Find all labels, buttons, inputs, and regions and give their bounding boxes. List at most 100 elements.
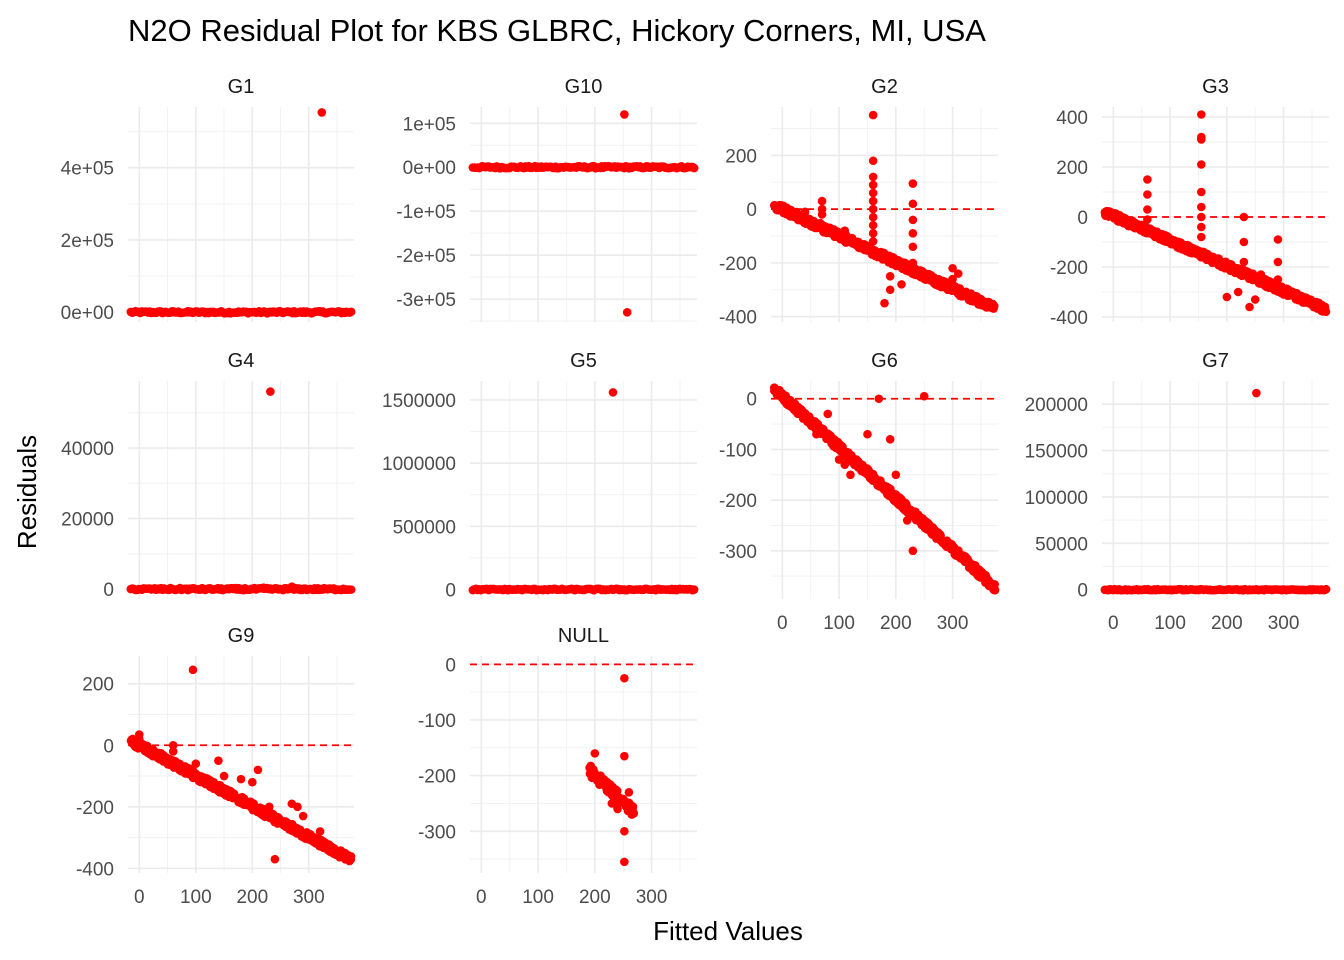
data-point [868, 172, 878, 182]
y-tick-label: -2e+05 [396, 246, 456, 267]
data-point [891, 470, 901, 480]
y-axis-label: Residuals [12, 435, 42, 549]
data-point [298, 811, 308, 821]
y-tick-label: 2e+05 [61, 231, 114, 252]
data-point [302, 828, 312, 837]
data-point [1197, 135, 1206, 144]
y-tick-label: 200 [725, 146, 757, 167]
data-point [1235, 270, 1245, 280]
data-point [868, 204, 878, 214]
data-point [817, 210, 827, 219]
y-tick-label: -200 [76, 798, 114, 819]
data-point [1143, 205, 1152, 214]
data-point [829, 225, 839, 234]
y-tick-label: 200000 [1025, 395, 1088, 416]
x-axis-label: Fitted Values [653, 916, 803, 946]
y-tick-label: -300 [418, 822, 456, 843]
y-tick-label: -400 [76, 859, 114, 880]
data-points [769, 110, 999, 313]
data-point [902, 516, 912, 525]
facet-panel-null: NULL -300 -200 -100 0 0 100 200 300 [418, 625, 697, 908]
data-point [851, 239, 861, 249]
data-points [126, 108, 356, 318]
data-point [948, 274, 957, 284]
y-tick-label: 500000 [393, 517, 456, 538]
y-tick-label: 200 [82, 675, 114, 696]
data-point [323, 843, 332, 853]
data-points [769, 383, 1000, 595]
x-tick-label: 200 [880, 613, 912, 634]
data-point [889, 253, 899, 263]
data-point [604, 786, 614, 796]
y-tick-label: -300 [719, 542, 757, 563]
data-point [248, 777, 257, 787]
data-point [865, 245, 875, 254]
x-tick-label: 0 [134, 887, 145, 908]
data-point [1197, 222, 1206, 232]
data-point [219, 771, 229, 781]
data-point [848, 457, 857, 467]
data-point [620, 110, 629, 119]
data-point [596, 771, 605, 780]
data-point [149, 746, 159, 756]
y-tick-label: 0 [445, 655, 456, 676]
y-tick-label: -200 [418, 767, 456, 788]
data-point [840, 226, 850, 235]
data-point [868, 156, 878, 166]
data-point [798, 414, 808, 423]
data-point [985, 299, 994, 309]
data-point [315, 827, 325, 836]
data-point [846, 470, 855, 480]
data-point [948, 263, 957, 273]
data-point [1102, 206, 1111, 216]
y-tick-label: 0 [746, 390, 757, 411]
data-points [468, 388, 699, 595]
data-point [1269, 284, 1279, 294]
x-tick-label: 100 [823, 613, 855, 634]
data-point [605, 780, 615, 789]
y-tick-label: 0 [103, 580, 114, 601]
facet-panel-g9: G9 -400 -200 0 200 0 100 200 300 [76, 625, 356, 908]
data-point [885, 285, 895, 295]
data-point [835, 445, 845, 455]
data-point [974, 567, 984, 577]
data-point [874, 394, 884, 404]
facet-panel-g2: G2 -400 -200 0 200 [719, 76, 999, 329]
data-point [264, 802, 274, 812]
data-point [840, 237, 850, 247]
facet-panel-g4: G4 0 20000 40000 [61, 350, 356, 601]
panel-grid [128, 107, 354, 322]
data-point [1224, 262, 1234, 271]
panel-grid [470, 656, 697, 873]
data-point [925, 274, 935, 284]
y-tick-label: -100 [719, 440, 757, 461]
facet-panel-g3: G3 -400 -200 0 200 400 [1050, 76, 1331, 329]
data-point [1143, 190, 1152, 199]
data-point [330, 846, 340, 855]
y-tick-label: -3e+05 [396, 290, 456, 311]
facet-panels: G1 0e+00 2e+05 4e+05 G10 -3e+05 -2e+05 -1e+05 0e… [61, 76, 1331, 908]
data-point [317, 108, 327, 117]
facet-strip-label: G6 [871, 350, 898, 372]
y-tick-label: 0 [1077, 208, 1088, 229]
data-point [868, 196, 878, 206]
data-point [868, 237, 878, 246]
data-point [1262, 282, 1271, 292]
data-point [168, 747, 178, 756]
data-point [1143, 175, 1152, 184]
data-point [919, 391, 929, 401]
data-point [607, 799, 617, 808]
data-point [868, 220, 878, 230]
data-point [181, 766, 191, 775]
data-point [1159, 231, 1168, 241]
data-point [1197, 202, 1206, 212]
data-point [316, 841, 325, 850]
y-tick-label: 50000 [1035, 534, 1088, 555]
data-point [818, 427, 828, 436]
data-point [620, 826, 629, 836]
data-point [772, 204, 782, 214]
data-point [908, 179, 918, 188]
data-point [1239, 237, 1249, 247]
data-point [1273, 257, 1283, 267]
data-point [933, 528, 943, 537]
